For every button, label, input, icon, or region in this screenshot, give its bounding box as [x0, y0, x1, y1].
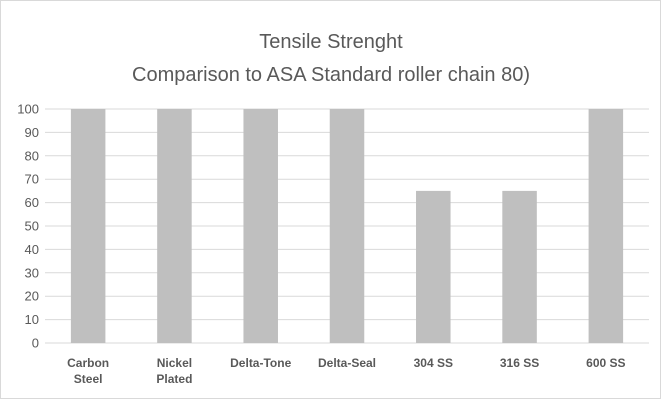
y-tick-label: 0	[32, 336, 39, 351]
y-tick-label: 10	[25, 312, 39, 327]
bar	[243, 109, 278, 343]
bar	[588, 109, 624, 343]
y-tick-label: 90	[25, 125, 39, 140]
bar	[70, 109, 106, 343]
chart-title: Tensile Strenght	[259, 31, 403, 53]
x-axis-labels: Carbon Steel Nickel Plated Delta-Tone Delta-S…	[67, 356, 625, 386]
y-tick-label: 60	[25, 195, 39, 210]
x-category-label: Delta-Seal	[318, 356, 376, 370]
x-category-label: Plated	[156, 372, 192, 386]
x-category-label: 316 SS	[500, 356, 539, 370]
x-category-label: Delta-Tone	[230, 356, 291, 370]
x-category-label: Nickel	[157, 356, 192, 370]
bar	[416, 190, 451, 343]
chart-subtitle: Comparison to ASA Standard roller chain …	[132, 64, 530, 86]
y-tick-label: 20	[25, 289, 39, 304]
y-tick-label: 30	[25, 265, 39, 280]
x-category-label: 304 SS	[414, 356, 453, 370]
y-tick-label: 40	[25, 242, 39, 257]
x-category-label: Steel	[74, 372, 103, 386]
y-tick-label: 80	[25, 148, 39, 163]
y-tick-label: 70	[25, 172, 39, 187]
x-category-label: 600 SS	[586, 356, 625, 370]
y-tick-label: 100	[17, 102, 39, 117]
bar	[329, 109, 365, 343]
bar	[502, 190, 537, 343]
x-category-label: Carbon	[67, 356, 109, 370]
bar	[157, 109, 192, 343]
bars	[70, 109, 624, 343]
y-axis-ticks: 0 10 20 30 40 50 60 70 80 90 100	[17, 102, 39, 351]
y-tick-label: 50	[25, 219, 39, 234]
